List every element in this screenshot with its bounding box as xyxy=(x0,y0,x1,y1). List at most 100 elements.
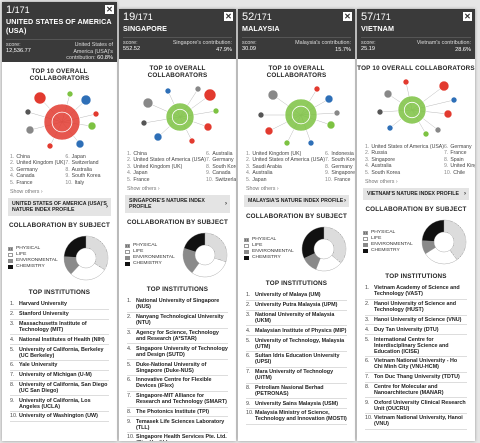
collaborator-item[interactable]: 5. South Korea xyxy=(365,169,401,176)
show-others-link[interactable]: Show others › xyxy=(10,189,43,196)
collaborator-item[interactable]: 10. Italy xyxy=(65,179,85,186)
institution-item[interactable]: 4. Duy Tan University (DTU) xyxy=(365,325,467,336)
collaborator-item[interactable]: 6. Australia xyxy=(205,151,233,157)
nature-index-profile-button[interactable]: UNITED STATES OF AMERICA (USA)'S NATURE … xyxy=(8,198,111,217)
show-others-link[interactable]: Show others › xyxy=(365,179,398,186)
collaborator-item[interactable]: 1. United States of America (USA) xyxy=(365,144,444,150)
institution-item[interactable]: 8. University of California, San Diego (U… xyxy=(10,381,109,397)
collaborator-item[interactable]: 4. Canada xyxy=(10,173,35,180)
institution-item[interactable]: 6. Sultan Idris Education University (UPS… xyxy=(246,352,347,368)
collaborator-item[interactable]: 8. Australia xyxy=(65,166,92,173)
institution-item[interactable]: 10.Singapore Health Services Pte. Ltd. (… xyxy=(127,433,228,441)
collaborator-item[interactable]: 4. Australia xyxy=(365,163,392,170)
institution-item[interactable]: 6. Vietnam National University - Ho Chi M… xyxy=(365,357,467,373)
collaborator-item[interactable]: 9. Canada xyxy=(205,170,231,177)
institution-item[interactable]: 8. The Photonics Institute (TPI) xyxy=(127,408,228,418)
institution-item[interactable]: 7. Singapore-MIT Alliance for Research an… xyxy=(127,392,228,408)
collaborator-item[interactable]: 6. Japan xyxy=(65,154,86,160)
institution-item[interactable]: 6. Innovative Centre for Flexible Devices… xyxy=(127,376,228,392)
institution-item[interactable]: 4. Malaysian Institute of Physics (MIP) xyxy=(246,326,347,337)
collaborator-item[interactable]: 1. China xyxy=(10,154,30,160)
collaborator-item[interactable]: 10. France xyxy=(324,176,351,183)
institution-item[interactable]: 5. University of California, Berkeley (UC… xyxy=(10,345,109,361)
collaborator-item[interactable]: 8.South Korea xyxy=(205,163,236,170)
institution-item[interactable]: 7. Ton Duc Thang University (TDTU) xyxy=(365,373,467,383)
network-node xyxy=(383,89,393,99)
collaborator-item[interactable]: 2. United States of America (USA) xyxy=(127,157,206,164)
collaborator-item[interactable]: 2. United States of America (USA) xyxy=(246,157,325,164)
institution-item[interactable]: 10. Vietnam National University, Hanoi (V… xyxy=(365,414,467,430)
collaborator-item[interactable]: 6. Germany xyxy=(443,144,472,150)
institution-item[interactable]: 9. University Sains Malaysia (USM) xyxy=(246,399,347,410)
collaborator-item[interactable]: 3. United Kingdom (UK) xyxy=(127,163,183,170)
institution-item[interactable]: 8. Petroliam Nasional Berhad (PETRONAS) xyxy=(246,384,347,400)
institution-item[interactable]: 2. Nanyang Technological University (NTU) xyxy=(127,313,228,329)
institution-item[interactable]: 2. Hanoi University of Science and Techno… xyxy=(365,300,467,316)
institution-item[interactable]: 1. Vietnam Academy of Science and Technol… xyxy=(365,284,467,300)
collaborator-item[interactable]: 2. Russia xyxy=(365,150,388,157)
institution-item[interactable]: 5. Duke-National University of Singapore … xyxy=(127,360,228,376)
institution-item[interactable]: 6. Yale University xyxy=(10,361,109,371)
collaborator-item[interactable]: 9. Singapore xyxy=(324,170,355,177)
collaborator-item[interactable]: 3. Saudi Arabia xyxy=(246,163,282,170)
collaborator-item[interactable]: 4. Australia xyxy=(246,170,273,177)
institution-item[interactable]: 3. Massachusetts Institute of Technology … xyxy=(10,320,109,336)
nature-index-profile-button[interactable]: SINGAPORE'S NATURE INDEX PROFILE › xyxy=(125,195,230,214)
network-center-node xyxy=(397,95,427,125)
collaborator-item[interactable]: 8. Spain xyxy=(443,156,464,163)
close-button[interactable]: ✕ xyxy=(343,12,352,21)
institution-item[interactable]: 9. Oxford University Clinical Research Un… xyxy=(365,398,467,415)
institution-item[interactable]: 5. International Centre for Interdiscipli… xyxy=(365,335,467,357)
collaborator-item[interactable]: 6. Indonesia xyxy=(324,151,354,157)
institution-item[interactable]: 1. University of Malaya (UM) xyxy=(246,291,347,301)
collaboration-network-graph[interactable] xyxy=(366,74,466,142)
collaborator-item[interactable]: 7. Switzerland xyxy=(65,160,99,167)
close-button[interactable]: ✕ xyxy=(463,12,472,21)
collaboration-network-graph[interactable] xyxy=(128,81,228,149)
show-others-link[interactable]: Show others › xyxy=(246,186,279,193)
collaborator-item[interactable]: 4. Japan xyxy=(127,170,148,177)
collaboration-network-graph[interactable] xyxy=(247,81,347,149)
collaborator-item[interactable]: 8. Germany xyxy=(324,163,353,170)
institution-item[interactable]: 9. University of California, Los Angeles … xyxy=(10,396,109,413)
collaborator-item[interactable]: 3. Germany xyxy=(10,166,38,173)
institution-item[interactable]: 5. University of Technology, Malaysia (UT… xyxy=(246,336,347,352)
collaborator-item[interactable]: 1. China xyxy=(127,151,147,157)
network-node xyxy=(307,139,314,147)
institution-item[interactable]: 8. Centre for Molecular and Nanoarchitect… xyxy=(365,383,467,399)
institution-item[interactable]: 10. Malaysia Ministry of Science, Technol… xyxy=(246,409,347,425)
institution-item[interactable]: 1. Harvard University xyxy=(10,300,109,310)
collaborator-item[interactable]: 10.Switzerland xyxy=(205,176,236,183)
institution-item[interactable]: 10. University of Washington (UW) xyxy=(10,412,109,422)
institution-item[interactable]: 4. Singapore University of Technology and… xyxy=(127,344,228,361)
institution-item[interactable]: 7. University of Michigan (U-M) xyxy=(10,371,109,381)
collaborator-item[interactable]: 2. United Kingdom (UK) xyxy=(10,160,66,167)
institution-item[interactable]: 3. Hanoi University of Science (VNU) xyxy=(365,316,467,326)
institution-item[interactable]: 7. Mara University of Technology (UiTM) xyxy=(246,368,347,384)
collaborator-item[interactable]: 1. United Kingdom (UK) xyxy=(246,151,302,157)
institution-item[interactable]: 4. National Institutes of Health (NIH) xyxy=(10,335,109,346)
nature-index-profile-button[interactable]: VIETNAM'S NATURE INDEX PROFILE › xyxy=(363,188,469,201)
collaborator-item[interactable]: 9. South Korea xyxy=(65,173,101,180)
collaborator-item[interactable]: 10. Chile xyxy=(443,169,466,176)
collaborator-item[interactable]: 7. France xyxy=(443,150,467,157)
close-button[interactable]: ✕ xyxy=(105,5,114,14)
institution-item[interactable]: 3. Agency for Science, Technology and Res… xyxy=(127,329,228,345)
institution-item[interactable]: 9. Temasek Life Sciences Laboratory (TLL) xyxy=(127,417,228,434)
nature-index-profile-button[interactable]: MALAYSIA'S NATURE INDEX PROFILE › xyxy=(244,195,349,208)
collaborator-item[interactable]: 5. France xyxy=(10,179,33,186)
collaborator-item[interactable]: 7. Germany xyxy=(205,157,234,164)
collaborator-item[interactable]: 7.South Korea xyxy=(324,157,355,164)
institution-item[interactable]: 1. National University of Singapore (NUS) xyxy=(127,297,228,313)
institution-item[interactable]: 2. Stanford University xyxy=(10,310,109,320)
collaborator-item[interactable]: 3. Singapore xyxy=(365,156,395,163)
network-node xyxy=(46,142,53,150)
collaborator-item[interactable]: 5. Japan xyxy=(246,176,267,183)
collaborator-item[interactable]: 9.United Kingdom (UK) xyxy=(443,163,475,170)
show-others-link[interactable]: Show others › xyxy=(127,186,160,193)
close-button[interactable]: ✕ xyxy=(224,12,233,21)
institution-item[interactable]: 3. National University of Malaysia (UKM) xyxy=(246,311,347,327)
collaborator-item[interactable]: 5. France xyxy=(127,176,150,183)
institution-item[interactable]: 2. University Putra Malaysia (UPM) xyxy=(246,301,347,311)
collaboration-network-graph[interactable] xyxy=(10,84,110,152)
